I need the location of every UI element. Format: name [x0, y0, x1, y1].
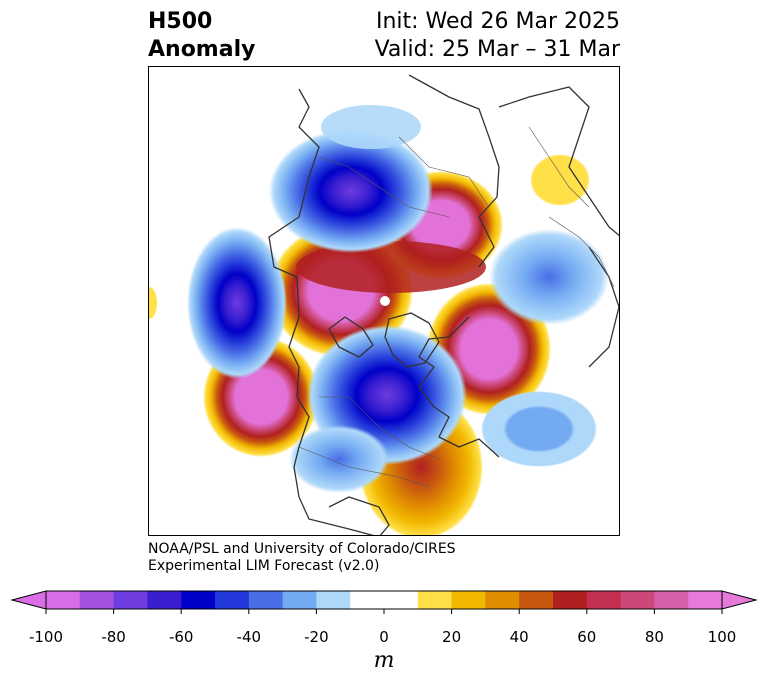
weak-positive-north-africa	[530, 154, 590, 206]
anomaly-map-svg	[149, 74, 619, 535]
colorbar-cell	[282, 591, 317, 609]
credit-line-2: Experimental LIM Forecast (v2.0)	[148, 558, 380, 574]
anomaly-map	[148, 66, 620, 536]
colorbar-tick-label: -80	[101, 628, 126, 646]
colorbar-tick-marks	[45, 609, 723, 614]
colorbar-cell	[654, 591, 689, 609]
init-date: Init: Wed 26 Mar 2025	[375, 9, 620, 34]
negative-anomaly-us-west	[289, 425, 389, 493]
colorbar-cell	[586, 591, 622, 609]
colorbar-cell	[79, 591, 115, 609]
colorbar-tick-label: 20	[442, 628, 462, 646]
colorbar-tick-label: -40	[236, 628, 262, 646]
title-dates: Init: Wed 26 Mar 2025 Valid: 25 Mar – 31…	[375, 8, 620, 64]
colorbar-cell	[417, 591, 453, 609]
colorbar-tick-label: 0	[379, 628, 389, 646]
colorbar-tick-label: 40	[509, 628, 529, 646]
coastline-europe	[498, 86, 619, 237]
colorbar-cell	[519, 591, 554, 609]
borders	[298, 126, 615, 488]
colorbar-tick-label: 80	[644, 628, 664, 646]
credit-line-1: NOAA/PSL and University of Colorado/CIRE…	[148, 541, 456, 557]
colorbar-cell	[553, 591, 588, 609]
coastlines	[268, 74, 619, 535]
colorbar-cell	[620, 591, 655, 609]
colorbar-under-arrow	[10, 590, 47, 610]
colorbar-cell	[46, 591, 81, 609]
coastline-africa-edge	[588, 246, 619, 368]
colorbar-tick-label: -100	[28, 628, 64, 646]
coastline-greenland	[384, 312, 440, 368]
colorbar-tick-label: -20	[304, 628, 329, 646]
title-variable: H500 Anomaly	[148, 8, 255, 64]
anomaly-field	[149, 105, 609, 535]
colorbar-cell	[485, 591, 520, 609]
coastline-arctic-islands	[328, 316, 374, 358]
negative-anomaly-arctic-cap	[321, 105, 421, 149]
colorbar-cell	[350, 591, 419, 609]
title-line-1: H500	[148, 9, 213, 34]
valid-range: Valid: 25 Mar – 31 Mar	[374, 37, 620, 62]
negative-anomaly-europe-east	[489, 229, 609, 325]
colorbar-cell	[181, 591, 216, 609]
coastline-hudson-east	[418, 316, 500, 458]
credit: NOAA/PSL and University of Colorado/CIRE…	[148, 541, 456, 575]
colorbar-cell	[215, 591, 250, 609]
colorbar	[10, 590, 758, 614]
colorbar-tick-label: -60	[168, 628, 194, 646]
coastline-asia	[408, 74, 500, 268]
colorbar-over-arrow	[721, 590, 758, 610]
coastline-gulf	[328, 496, 390, 535]
colorbar-unit: m	[373, 648, 395, 673]
colorbar-cell	[688, 591, 723, 609]
negative-anomaly-north-pacific	[187, 227, 287, 379]
colorbar-cells	[46, 591, 723, 609]
pole-marker	[380, 296, 390, 306]
negative-anomaly-central-asia	[269, 129, 433, 253]
colorbar-cell	[451, 591, 486, 609]
colorbar-cell	[248, 591, 284, 609]
colorbar-cell	[316, 591, 351, 609]
colorbar-tick-label: 60	[577, 628, 597, 646]
colorbar-cell	[113, 591, 148, 609]
colorbar-tick-label: 100	[707, 628, 737, 646]
title-line-2: Anomaly	[148, 37, 256, 62]
coastline-north-america	[268, 88, 375, 535]
positive-anomaly-band	[296, 241, 486, 293]
negative-anomaly-atlantic	[481, 391, 597, 467]
colorbar-cell	[147, 591, 182, 609]
weak-positive-west-edge	[149, 287, 157, 319]
